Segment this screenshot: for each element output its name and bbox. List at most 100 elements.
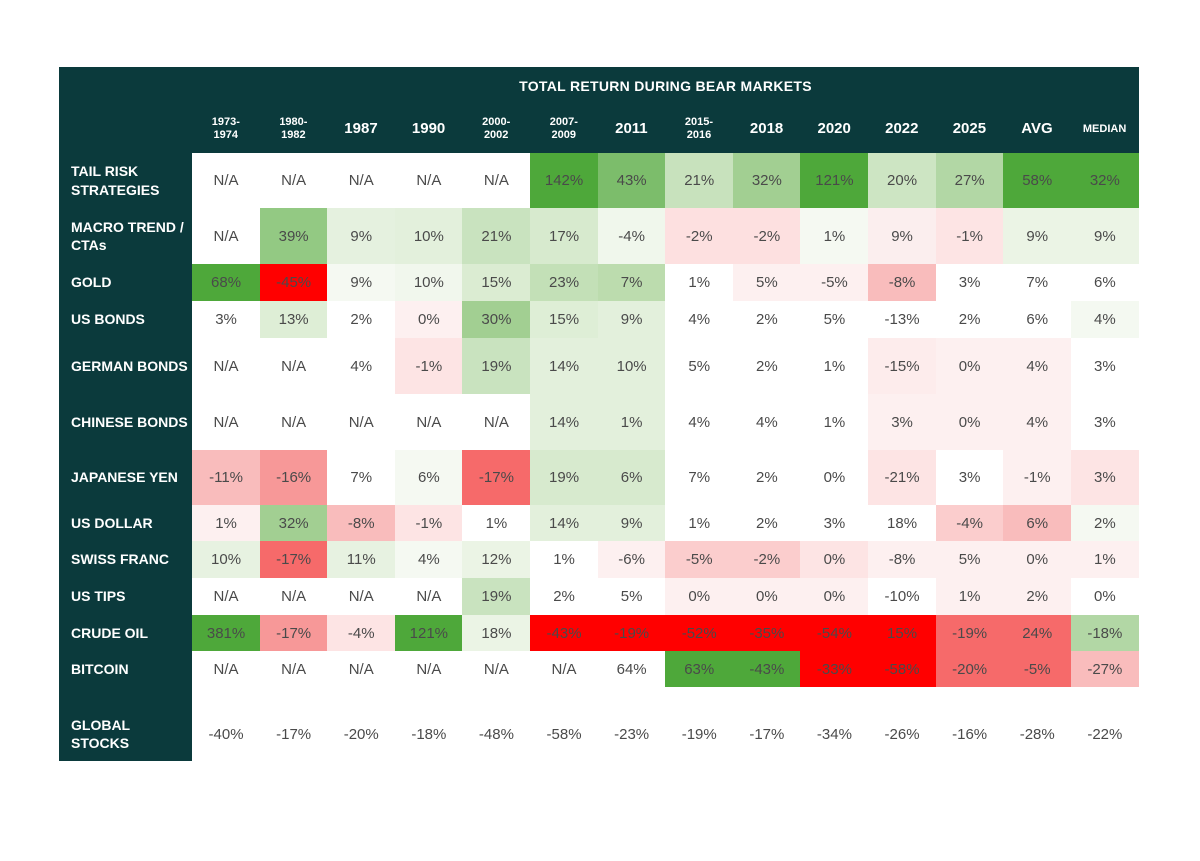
heatmap-cell: 5% [935, 541, 1004, 578]
heatmap-cell: 3% [1070, 338, 1139, 394]
heatmap-cell: 7% [1003, 264, 1072, 301]
heatmap-cell: -4% [597, 208, 666, 264]
heatmap-cell: -52% [665, 615, 734, 651]
heatmap-cell: N/A [530, 651, 599, 687]
heatmap-cell: 21% [665, 153, 734, 208]
heatmap-cell: 18% [868, 505, 937, 541]
heatmap-cell: -54% [800, 615, 869, 651]
heatmap-cell: -33% [800, 651, 869, 687]
heatmap-cell: -8% [868, 541, 937, 578]
heatmap-cell: 2% [1003, 578, 1072, 615]
heatmap-cell: 4% [394, 541, 463, 578]
column-header: MEDIAN [1082, 122, 1127, 135]
heatmap-cell: 13% [259, 301, 328, 338]
heatmap-cell: 11% [327, 541, 396, 578]
heatmap-cell: 0% [1070, 578, 1139, 615]
column-header: AVG [1021, 120, 1053, 138]
heatmap-cell: N/A [394, 651, 463, 687]
heatmap-cell: -6% [597, 541, 666, 578]
heatmap-cell: 0% [800, 450, 869, 505]
heatmap-cell: 9% [597, 505, 666, 541]
heatmap-cell: N/A [192, 651, 261, 687]
bear-market-heatmap: TOTAL RETURN DURING BEAR MARKETS 1973- 1… [59, 67, 1139, 761]
heatmap-cell: 2% [1070, 505, 1139, 541]
heatmap-cell: N/A [259, 338, 328, 394]
heatmap-cell: 32% [259, 505, 328, 541]
heatmap-cell: -11% [192, 450, 261, 505]
heatmap-cell: -35% [732, 615, 801, 651]
heatmap-cell: 19% [530, 450, 599, 505]
heatmap-cell: -8% [327, 505, 396, 541]
heatmap-cell: -17% [259, 541, 328, 578]
heatmap-cell: -1% [394, 505, 463, 541]
heatmap-cell: N/A [462, 651, 531, 687]
row-label: GLOBAL STOCKS [71, 716, 130, 751]
heatmap-cell: -1% [935, 208, 1004, 264]
heatmap-cell: -20% [935, 651, 1004, 687]
heatmap-cell: 10% [394, 208, 463, 264]
heatmap-cell: -43% [530, 615, 599, 651]
heatmap-cell: 0% [935, 338, 1004, 394]
heatmap-cell: 7% [597, 264, 666, 301]
heatmap-cell: 1% [192, 505, 261, 541]
heatmap-cell: 27% [935, 153, 1004, 208]
row-label: MACRO TREND / CTAs [71, 218, 184, 253]
heatmap-cell: N/A [259, 651, 328, 687]
heatmap-cell: N/A [394, 153, 463, 208]
column-header: 2015- 2016 [684, 116, 714, 141]
row-label: SWISS FRANC [71, 551, 169, 568]
column-header: 1980- 1982 [279, 116, 308, 141]
heatmap-cell: 1% [800, 208, 869, 264]
heatmap-cell: 121% [800, 153, 869, 208]
column-header: 2000- 2002 [482, 116, 511, 141]
heatmap-cell: 10% [192, 541, 261, 578]
heatmap-cell: 4% [1003, 394, 1072, 450]
column-header: 1990 [411, 120, 446, 138]
heatmap-cell: 43% [597, 153, 666, 208]
heatmap-cell: -15% [868, 338, 937, 394]
heatmap-cell: N/A [192, 394, 261, 450]
heatmap-cell: -17% [259, 615, 328, 651]
heatmap-cell: -43% [732, 651, 801, 687]
heatmap-cell: 121% [394, 615, 463, 651]
heatmap-cell: N/A [259, 578, 328, 615]
heatmap-cell: -13% [868, 301, 937, 338]
heatmap-cell: N/A [327, 394, 396, 450]
column-header: 1987 [344, 120, 378, 138]
heatmap-cell: N/A [192, 208, 261, 264]
heatmap-cell: -16% [935, 707, 1004, 761]
heatmap-cell: -58% [868, 651, 937, 687]
heatmap-cell: 9% [597, 301, 666, 338]
column-header: 2020 [817, 120, 851, 138]
heatmap-cell: N/A [327, 153, 396, 208]
heatmap-cell: 1% [665, 505, 734, 541]
heatmap-cell: 58% [1003, 153, 1072, 208]
heatmap-cell: 9% [868, 208, 937, 264]
heatmap-cell: 14% [530, 338, 599, 394]
heatmap-cell: 63% [665, 651, 734, 687]
heatmap-cell: -40% [192, 707, 261, 761]
heatmap-cell: 19% [462, 578, 531, 615]
heatmap-cell: 15% [530, 301, 599, 338]
heatmap-cell: -18% [394, 707, 463, 761]
row-label-band [59, 153, 192, 761]
heatmap-cell: 6% [1003, 505, 1072, 541]
heatmap-cell: N/A [462, 394, 531, 450]
chart-title: TOTAL RETURN DURING BEAR MARKETS [519, 78, 812, 94]
heatmap-cell: 3% [868, 394, 937, 450]
heatmap-cell: 10% [394, 264, 463, 301]
heatmap-cell: 381% [192, 615, 261, 651]
heatmap-cell: 32% [1070, 153, 1139, 208]
column-header: 2022 [885, 120, 919, 138]
heatmap-cell: 3% [192, 301, 261, 338]
heatmap-cell: 32% [732, 153, 801, 208]
heatmap-cell: 4% [327, 338, 396, 394]
heatmap-cell: -19% [597, 615, 666, 651]
heatmap-cell: 6% [1003, 301, 1072, 338]
heatmap-cell: 21% [462, 208, 531, 264]
row-label: US DOLLAR [71, 514, 153, 531]
heatmap-cell: -17% [259, 707, 328, 761]
row-label: CHINESE BONDS [71, 413, 188, 430]
heatmap-cell: 9% [1070, 208, 1139, 264]
heatmap-cell: -5% [800, 264, 869, 301]
